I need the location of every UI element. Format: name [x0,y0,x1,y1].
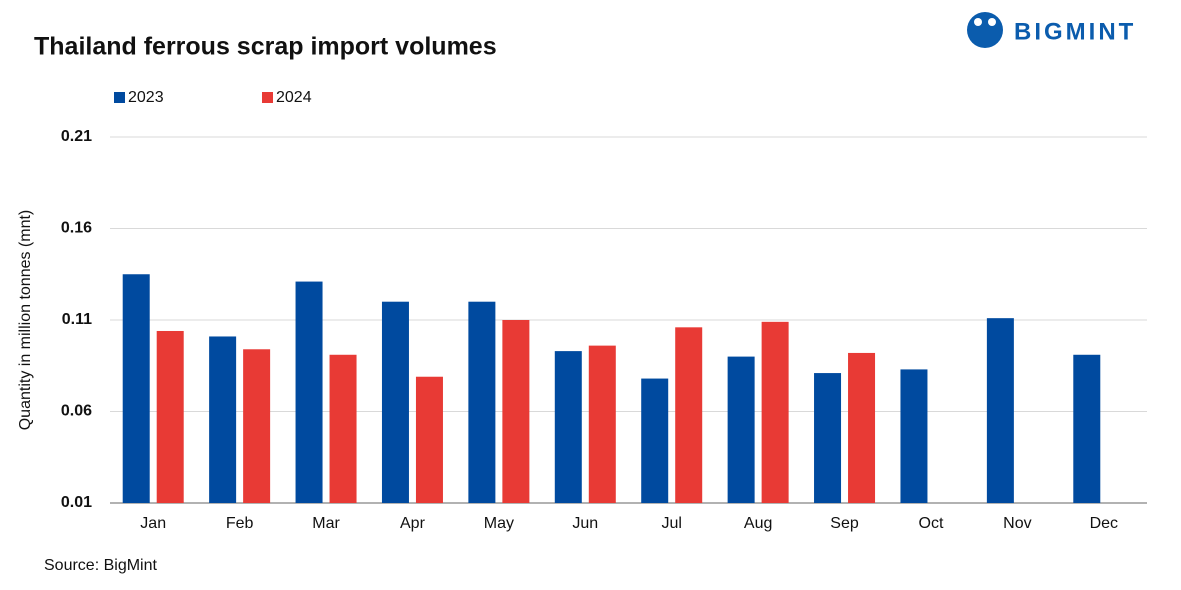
logo-icon-dot [988,18,996,26]
x-tick-label: Jun [572,515,598,532]
source-note: Source: BigMint [44,557,157,574]
logo-text: BIGMINT [1014,18,1136,45]
legend-swatch [114,92,125,103]
x-tick-label: Oct [919,515,944,532]
logo-icon-dot [974,18,982,26]
bar [727,356,755,503]
bar [761,321,789,503]
bar [814,373,842,503]
bar [675,327,703,503]
logo: BIGMINT [967,12,1136,48]
x-tick-label: Sep [830,515,859,532]
x-tick-label: Apr [400,515,426,532]
chart-title: Thailand ferrous scrap import volumes [34,33,497,61]
x-tick-label: Feb [226,515,254,532]
bar [415,376,443,503]
bar [502,320,530,503]
legend-swatch [262,92,273,103]
x-tick-label: Jan [140,515,166,532]
bar [588,345,616,503]
x-tick-label: Mar [312,515,340,532]
bar [122,274,150,503]
x-tick-label: Nov [1003,515,1031,532]
bar [641,378,669,503]
bar [381,301,409,503]
bar [848,352,876,503]
bar [156,330,184,503]
bar [295,281,323,503]
logo-icon [967,12,1003,48]
bar [468,301,496,503]
y-tick-label: 0.01 [61,494,92,511]
y-tick-label: 0.16 [61,220,92,237]
x-tick-label: Aug [744,515,772,532]
x-tick-label: Jul [661,515,681,532]
bar [986,318,1014,503]
bar [1073,354,1101,503]
y-axis-label: Quantity in million tonnes (mnt) [17,210,34,431]
bar [243,349,271,503]
bar [209,336,237,503]
bar [554,351,582,503]
y-tick-label: 0.11 [62,311,92,328]
y-tick-label: 0.06 [61,403,92,420]
y-tick-label: 0.21 [61,128,92,145]
x-tick-label: Dec [1090,515,1118,532]
x-tick-label: May [484,515,514,532]
bar [900,369,928,503]
bar [329,354,357,503]
legend-label: 2024 [276,89,312,106]
legend-label: 2023 [128,89,164,106]
